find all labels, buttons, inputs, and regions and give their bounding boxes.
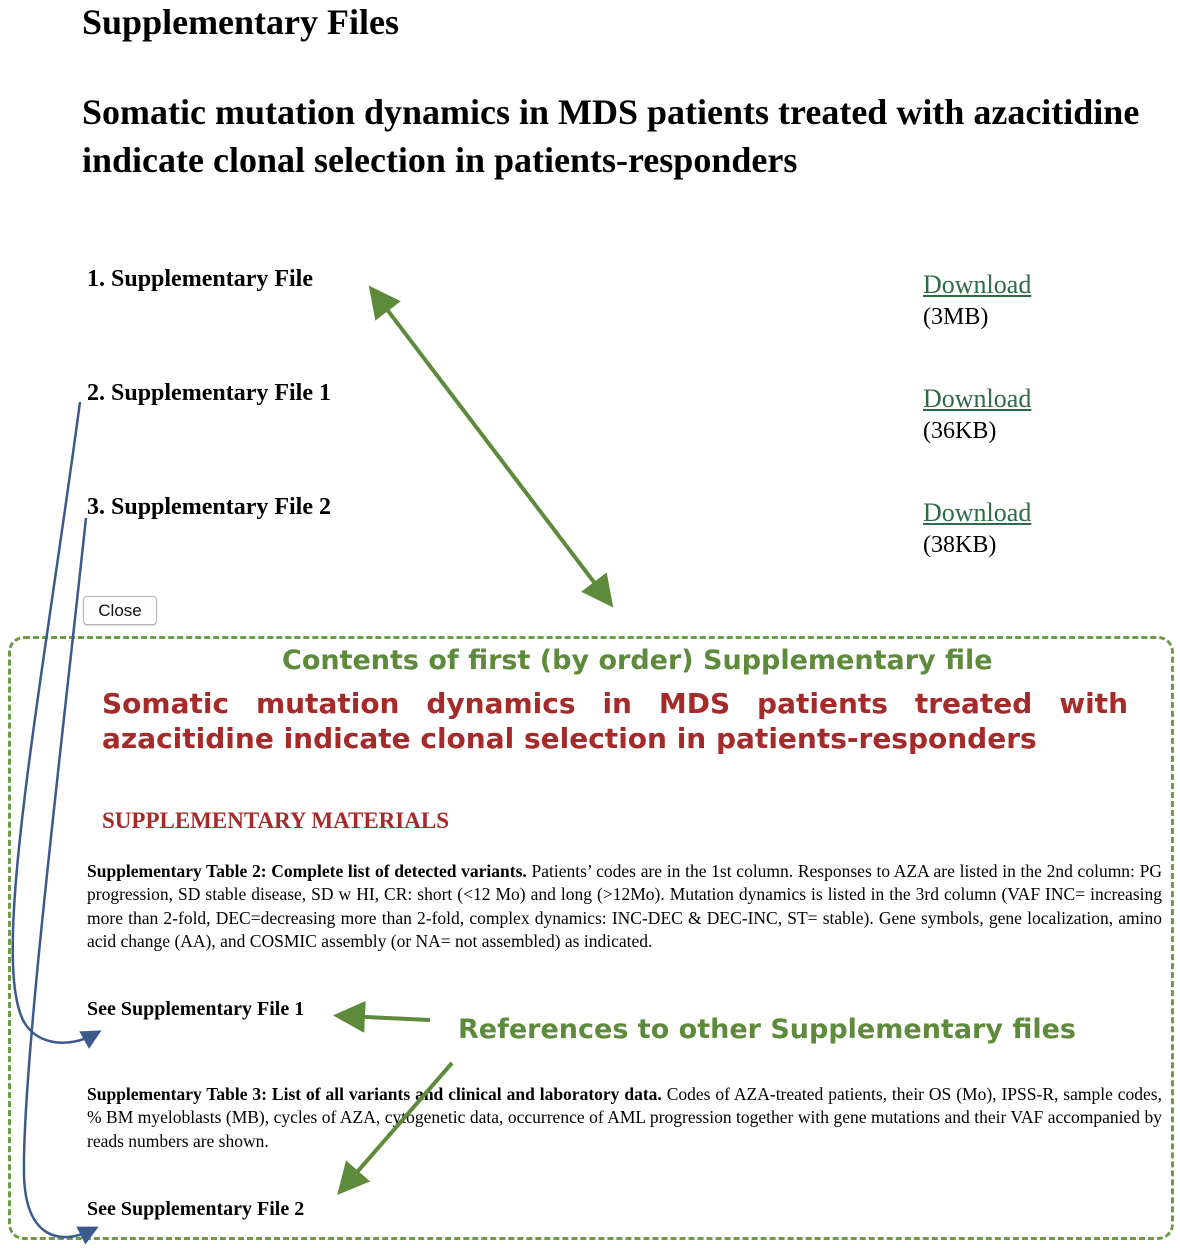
download-link-3[interactable]: Download <box>923 498 1032 527</box>
file-item-1-label: 1. Supplementary File <box>87 266 313 292</box>
file-size-3: (38KB) <box>923 532 997 558</box>
supplementary-preview-frame <box>8 636 1174 1240</box>
supplementary-materials-heading: SUPPLEMENTARY MATERIALS <box>102 808 449 833</box>
file-item-2-label: 2. Supplementary File 1 <box>87 380 331 406</box>
file-size-1: (3MB) <box>923 304 989 330</box>
close-button[interactable]: Close <box>83 596 157 625</box>
file-size-2: (36KB) <box>923 418 997 444</box>
table3-description: Supplementary Table 3: List of all varia… <box>87 1083 1162 1153</box>
download-link-1[interactable]: Download <box>923 270 1032 299</box>
file-item-3-label: 3. Supplementary File 2 <box>87 494 331 520</box>
table2-text: Patients’ codes are in the 1st column. R… <box>87 861 1162 951</box>
table2-title: Supplementary Table 2: Complete list of … <box>87 861 527 881</box>
article-title: Somatic mutation dynamics in MDS patient… <box>82 92 1140 180</box>
see-file-2-reference: See Supplementary File 2 <box>87 1198 305 1220</box>
contents-arrow <box>368 285 614 608</box>
contents-annotation-label: Contents of first (by order) Supplementa… <box>282 645 993 676</box>
references-annotation-label: References to other Supplementary files <box>458 1014 1077 1045</box>
see-file-1-reference: See Supplementary File 1 <box>87 998 305 1020</box>
preview-title: Somatic mutation dynamics in MDS patient… <box>102 687 1128 755</box>
table3-title: Supplementary Table 3: List of all varia… <box>87 1084 662 1104</box>
download-link-2[interactable]: Download <box>923 384 1032 413</box>
table2-description: Supplementary Table 2: Complete list of … <box>87 860 1162 953</box>
page-title: Supplementary Files <box>82 2 400 42</box>
